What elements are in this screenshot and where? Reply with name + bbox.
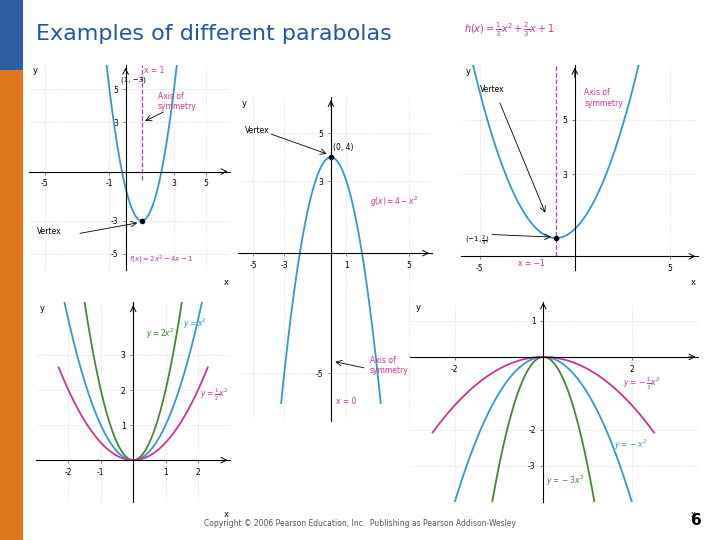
Text: x = −1: x = −1 [518, 259, 544, 268]
Text: x: x [223, 510, 228, 519]
Text: x: x [223, 278, 228, 287]
Text: x: x [425, 434, 430, 443]
Text: x: x [691, 278, 696, 287]
Text: x: x [690, 510, 696, 519]
Text: $y=-3x^2$: $y=-3x^2$ [546, 474, 584, 488]
Text: $y=-x^2$: $y=-x^2$ [614, 437, 647, 451]
Text: $y=\frac{1}{2}x^2$: $y=\frac{1}{2}x^2$ [199, 387, 228, 403]
Text: $g(x)=4-x^2$: $g(x)=4-x^2$ [370, 195, 418, 209]
Text: Vertex: Vertex [246, 126, 270, 135]
Text: y: y [33, 66, 38, 75]
Text: x = 0: x = 0 [336, 397, 356, 407]
Text: $f(x)=2x^2-4x-1$: $f(x)=2x^2-4x-1$ [129, 253, 193, 266]
Text: (1, −3): (1, −3) [121, 76, 145, 83]
Text: Axis of
symmetry: Axis of symmetry [585, 89, 623, 108]
Text: y: y [416, 303, 421, 312]
Text: Axis of
symmetry: Axis of symmetry [370, 356, 408, 375]
Text: 6: 6 [691, 513, 702, 528]
Text: $(-1, \frac{2}{3})$: $(-1, \frac{2}{3})$ [464, 234, 490, 248]
Text: Axis of
symmetry: Axis of symmetry [158, 92, 197, 111]
Text: x = 1: x = 1 [144, 66, 164, 75]
Text: Vertex: Vertex [480, 85, 505, 94]
Text: Vertex: Vertex [37, 227, 61, 236]
Text: y: y [241, 99, 246, 108]
Text: Copyright © 2006 Pearson Education, Inc.  Publishing as Pearson Addison-Wesley: Copyright © 2006 Pearson Education, Inc.… [204, 519, 516, 528]
Text: Examples of different parabolas: Examples of different parabolas [36, 24, 392, 44]
Text: $y=-\frac{1}{3}x^2$: $y=-\frac{1}{3}x^2$ [623, 375, 661, 392]
Text: (0, 4): (0, 4) [333, 143, 354, 152]
Text: y: y [466, 67, 471, 76]
Text: y: y [40, 304, 45, 313]
Text: $y=2x^2$: $y=2x^2$ [146, 327, 175, 341]
Text: $h(x)=\frac{1}{3}x^2+\frac{2}{3}x+1$: $h(x)=\frac{1}{3}x^2+\frac{2}{3}x+1$ [464, 21, 555, 39]
Text: $y=x^2$: $y=x^2$ [184, 316, 207, 331]
